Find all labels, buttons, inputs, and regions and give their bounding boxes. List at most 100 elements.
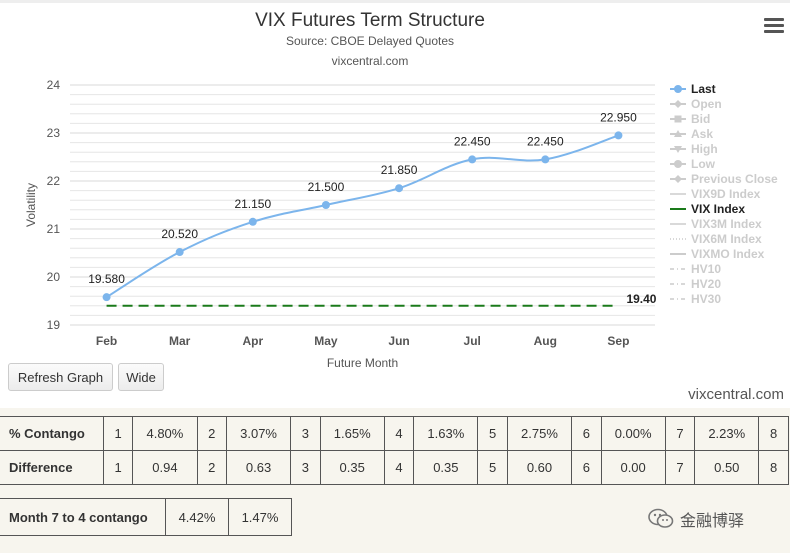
legend-label: HV30 bbox=[691, 292, 721, 306]
stat-value-cell: 0.35 bbox=[319, 450, 385, 485]
stat-value-cell: 4.80% bbox=[132, 416, 198, 451]
legend-item[interactable]: Bid bbox=[670, 112, 710, 126]
stat-value-cell: 1.63% bbox=[413, 416, 479, 451]
chart-panel: VIX Futures Term Structure Source: CBOE … bbox=[0, 0, 790, 408]
axes: 19 20 21 22 23 24 Feb Mar Apr May Jun Jul Aug Sep Futu… bbox=[24, 78, 629, 370]
legend-label: Ask bbox=[691, 127, 713, 141]
last-price-point bbox=[395, 184, 404, 193]
last-price-point bbox=[248, 217, 257, 226]
legend-item[interactable]: High bbox=[670, 142, 718, 156]
stat-value-cell: 0.35 bbox=[413, 450, 479, 485]
data-label: 21.150 bbox=[234, 197, 271, 211]
legend-label: High bbox=[691, 142, 718, 156]
row-header: Difference bbox=[0, 450, 104, 485]
data-label: 20.520 bbox=[161, 227, 198, 241]
month-index-cell: 6 bbox=[571, 450, 602, 485]
month-index-cell: 7 bbox=[664, 450, 696, 485]
legend-label: VIXMO Index bbox=[691, 247, 765, 261]
month-contango-table: Month 7 to 4 contango 4.42% 1.47% bbox=[0, 498, 292, 536]
month-contango-label: Month 7 to 4 contango bbox=[0, 498, 166, 536]
contango-stats-table: % Contango 1 4.80% 2 3.07% 3 1.65% 4 1.63% 5 2.75%… bbox=[0, 416, 789, 485]
month-index-cell: 2 bbox=[196, 416, 227, 451]
top-border bbox=[0, 0, 790, 3]
month-index-cell: 2 bbox=[196, 450, 227, 485]
legend-item[interactable]: Previous Close bbox=[670, 172, 778, 186]
last-price-point bbox=[321, 201, 330, 209]
y-tick-label: 24 bbox=[47, 78, 61, 92]
y-tick-label: 19 bbox=[47, 318, 61, 332]
data-label: 22.450 bbox=[454, 134, 491, 148]
stat-value-cell: 3.07% bbox=[225, 416, 292, 451]
legend-marker bbox=[674, 160, 682, 168]
month-index-cell: 8 bbox=[758, 416, 789, 451]
legend-item[interactable]: VIX6M Index bbox=[670, 232, 762, 246]
chart-svg: 19 20 21 22 23 24 Feb Mar Apr May Jun Jul Aug Sep Futu… bbox=[24, 78, 778, 370]
grid-lines bbox=[70, 84, 655, 326]
stat-value-cell: 2.23% bbox=[694, 416, 760, 451]
stat-value-cell: 0.00 bbox=[600, 450, 666, 485]
chart-subtitle: Source: CBOE Delayed Quotes bbox=[285, 34, 455, 48]
stat-value-cell: 2.75% bbox=[506, 416, 573, 451]
legend-label: Last bbox=[691, 82, 716, 96]
month-index-cell: 5 bbox=[477, 450, 508, 485]
y-axis-title: Volatility bbox=[24, 183, 38, 227]
legend-item[interactable]: Open bbox=[670, 97, 722, 111]
stat-value-cell: 0.63 bbox=[225, 450, 292, 485]
month-index-cell: 3 bbox=[290, 416, 321, 451]
month-index-cell: 7 bbox=[664, 416, 696, 451]
legend-item[interactable]: Ask bbox=[670, 127, 713, 141]
y-tick-label: 20 bbox=[47, 270, 61, 284]
last-price-point bbox=[468, 155, 477, 164]
legend-marker bbox=[674, 115, 682, 123]
legend-item[interactable]: VIX Index bbox=[670, 202, 745, 216]
x-tick-label: Apr bbox=[242, 334, 263, 348]
month-index-cell: 5 bbox=[477, 416, 508, 451]
wide-button[interactable]: Wide bbox=[118, 363, 164, 391]
last-price-point bbox=[614, 131, 623, 140]
legend-marker bbox=[674, 130, 682, 137]
y-tick-label: 22 bbox=[47, 174, 61, 188]
watermark-text: 金融博驿 bbox=[680, 513, 745, 530]
table-row: Month 7 to 4 contango 4.42% 1.47% bbox=[0, 498, 292, 536]
legend-marker bbox=[674, 146, 682, 153]
legend-item[interactable]: Last bbox=[670, 82, 716, 96]
x-tick-label: Jun bbox=[388, 334, 409, 348]
last-price-point bbox=[102, 293, 111, 302]
data-label: 22.450 bbox=[527, 134, 564, 148]
menu-icon[interactable] bbox=[764, 18, 784, 36]
stat-value-cell: 0.60 bbox=[506, 450, 573, 485]
legend-label: VIX9D Index bbox=[691, 187, 761, 201]
month-contango-value: 1.47% bbox=[228, 498, 292, 536]
legend-label: Previous Close bbox=[691, 172, 778, 186]
chart-site-credit: vixcentral.com bbox=[331, 54, 409, 68]
legend-label: HV10 bbox=[691, 262, 721, 276]
wechat-icon bbox=[648, 508, 674, 528]
legend-item[interactable]: VIXMO Index bbox=[670, 247, 765, 261]
stat-value-cell: 0.94 bbox=[132, 450, 198, 485]
watermark: 金融博驿 bbox=[648, 507, 744, 531]
legend-label: HV20 bbox=[691, 277, 721, 291]
series: 19.40 19.580 20.520 21.150 21.500 21.850 22.45… bbox=[88, 110, 657, 307]
last-price-point bbox=[541, 155, 550, 164]
data-label: 22.950 bbox=[600, 110, 637, 124]
legend-item[interactable]: VIX9D Index bbox=[670, 187, 761, 201]
footer-site-credit: vixcentral.com bbox=[688, 386, 784, 403]
x-tick-label: Mar bbox=[169, 334, 191, 348]
legend-marker bbox=[674, 100, 682, 108]
refresh-graph-button[interactable]: Refresh Graph bbox=[8, 363, 113, 391]
legend-label: Bid bbox=[691, 112, 710, 126]
legend-item[interactable]: Low bbox=[670, 157, 716, 171]
legend-item[interactable]: HV30 bbox=[670, 292, 721, 306]
month-index-cell: 1 bbox=[102, 450, 134, 485]
legend-label: Low bbox=[691, 157, 716, 171]
legend-item[interactable]: HV10 bbox=[670, 262, 721, 276]
month-index-cell: 8 bbox=[758, 450, 789, 485]
legend-item[interactable]: HV20 bbox=[670, 277, 721, 291]
data-label: 21.500 bbox=[308, 180, 345, 194]
legend-item[interactable]: VIX3M Index bbox=[670, 217, 762, 231]
vix-index-label: 19.40 bbox=[626, 292, 656, 306]
month-index-cell: 4 bbox=[383, 416, 415, 451]
legend-label: VIX6M Index bbox=[691, 232, 762, 246]
stat-value-cell: 1.65% bbox=[319, 416, 385, 451]
